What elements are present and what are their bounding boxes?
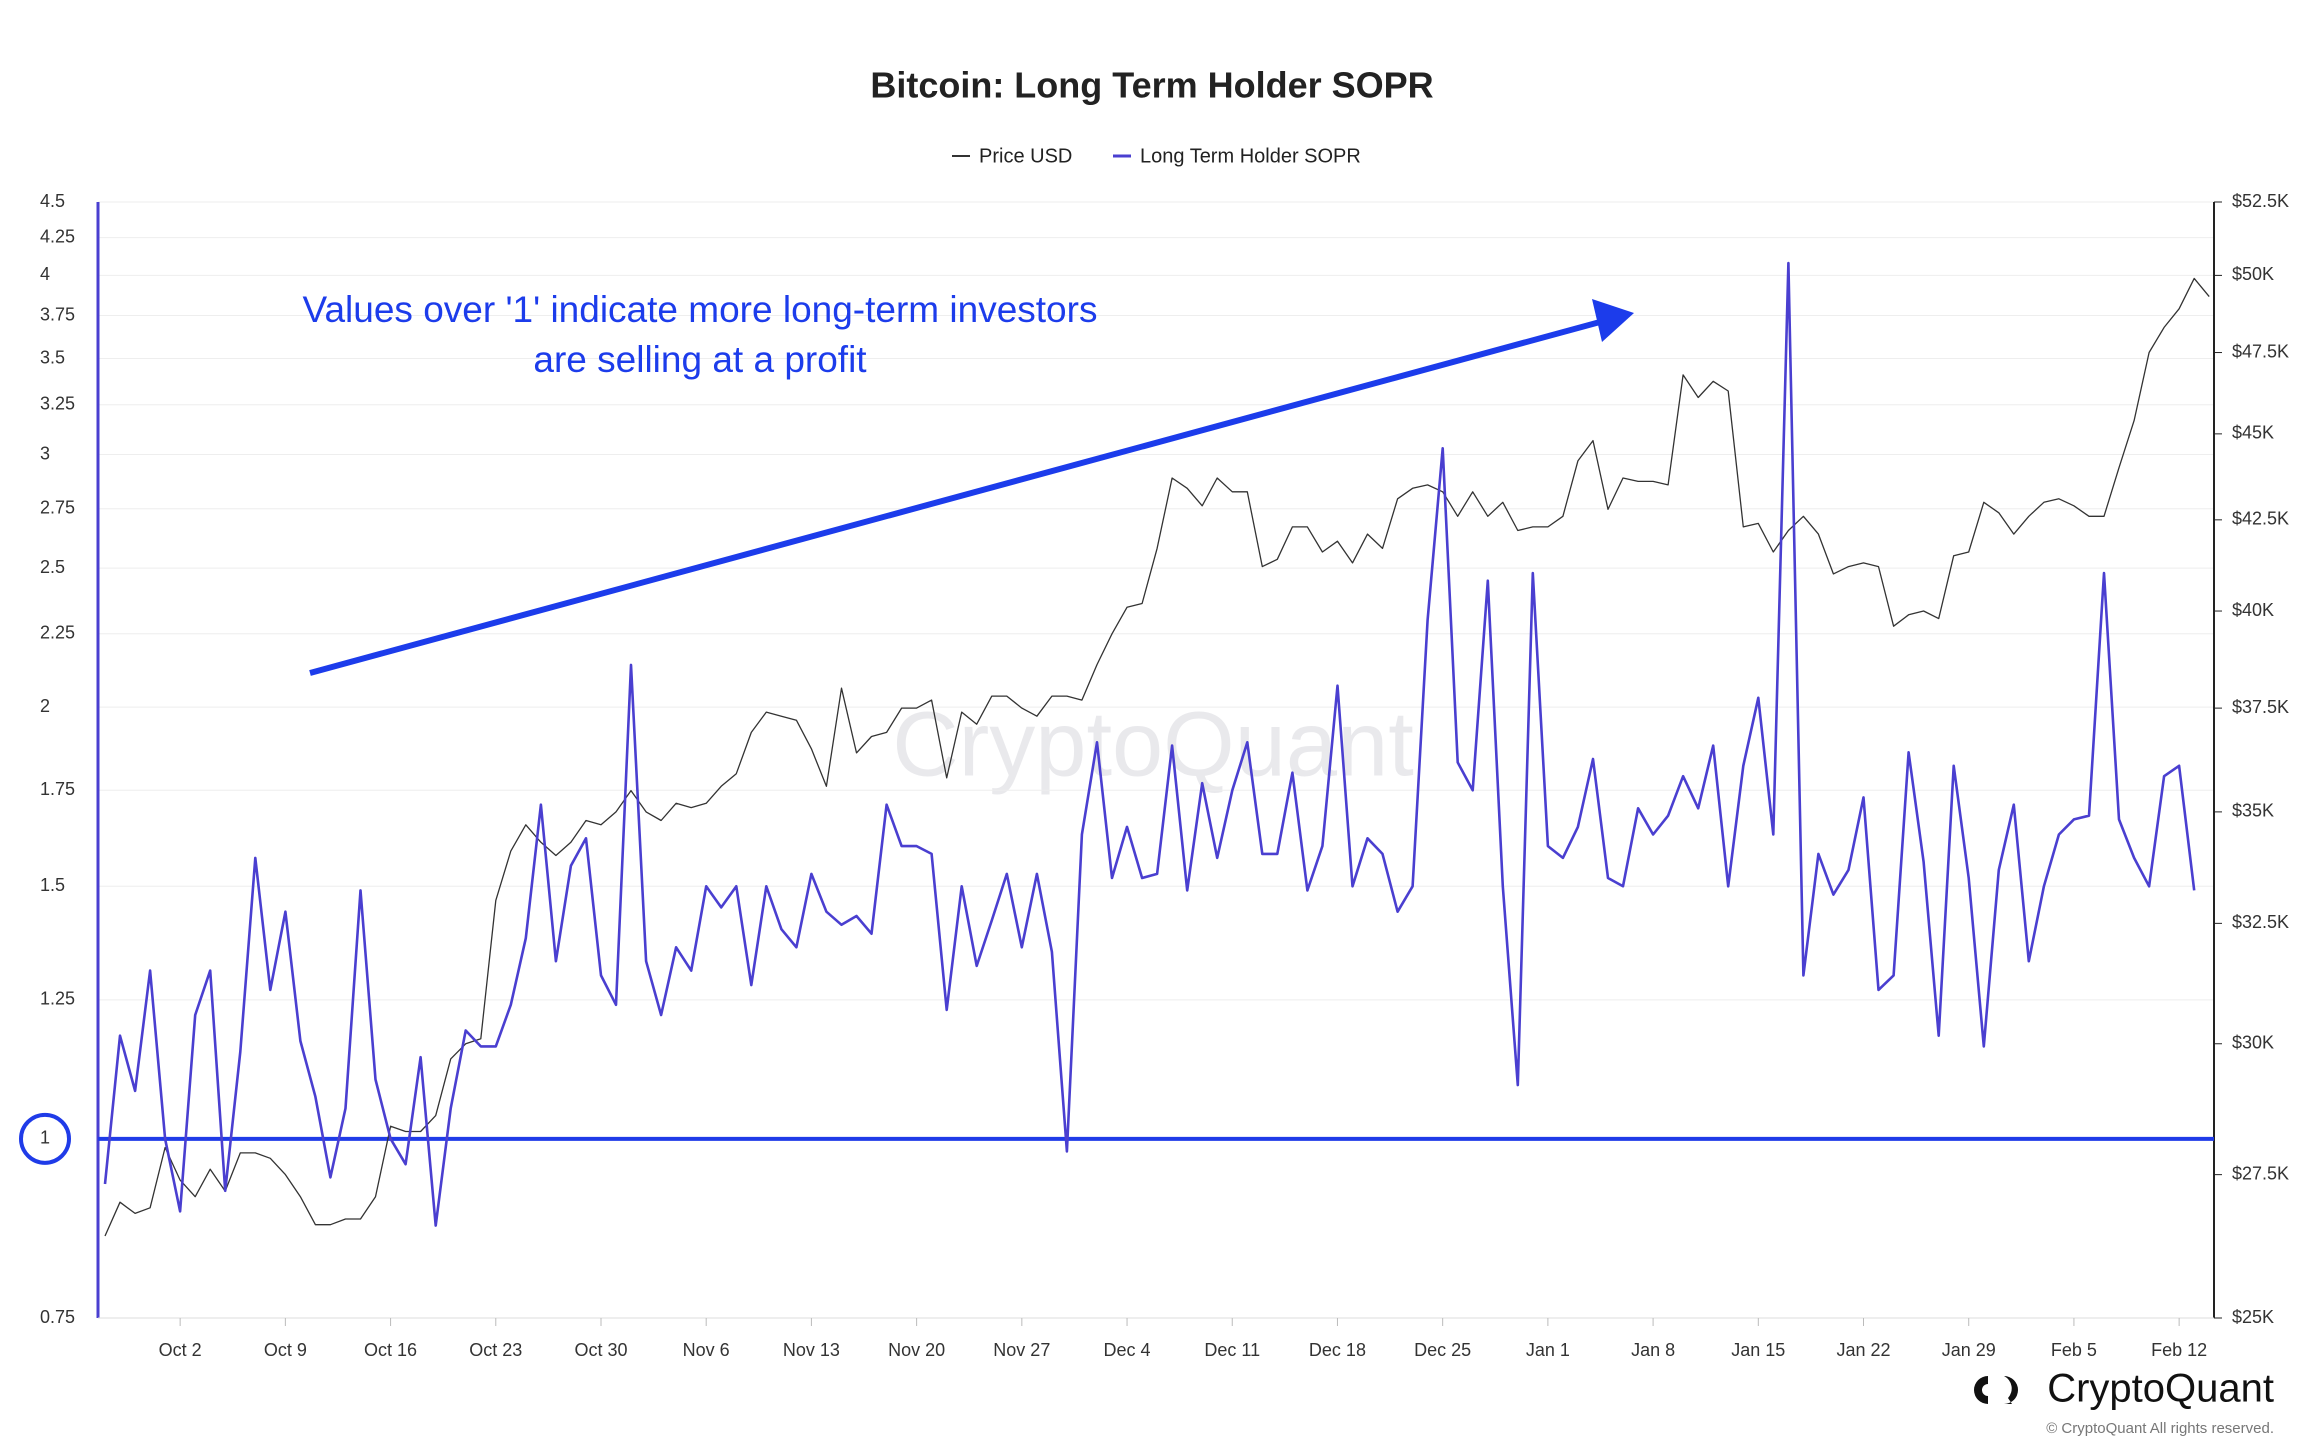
y-tick-label: 2.5 <box>40 557 65 577</box>
x-tick-label: Dec 11 <box>1204 1340 1260 1360</box>
series-line <box>103 261 2196 1227</box>
y2-tick-label: $25K <box>2232 1307 2274 1327</box>
x-tick-label: Dec 4 <box>1104 1340 1151 1360</box>
x-tick-label: Oct 23 <box>469 1340 522 1360</box>
y2-tick-label: $45K <box>2232 423 2274 443</box>
x-tick-label: Jan 8 <box>1631 1340 1675 1360</box>
y2-tick-label: $35K <box>2232 801 2274 821</box>
y-tick-label: 3 <box>40 443 50 463</box>
y2-tick-label: $50K <box>2232 264 2274 284</box>
brand: CryptoQuant <box>2047 1367 2274 1411</box>
legend-label: Price USD <box>979 145 1072 167</box>
y-tick-label: 1.25 <box>40 989 75 1009</box>
y-tick-label: 2.25 <box>40 622 75 642</box>
y-tick-label: 1.5 <box>40 875 65 895</box>
copyright: © CryptoQuant All rights reserved. <box>2046 1420 2274 1437</box>
x-tick-label: Jan 22 <box>1836 1340 1890 1360</box>
y-tick-label: 3.5 <box>40 347 65 367</box>
y-tick-label: 1.75 <box>40 779 75 799</box>
y-tick-label: 4.5 <box>40 191 65 211</box>
watermark: CryptoQuant <box>892 693 1414 795</box>
annotation: Values over '1' indicate more long-term … <box>303 289 1098 330</box>
y-tick-label: 3.75 <box>40 304 75 324</box>
x-tick-label: Nov 6 <box>683 1340 730 1360</box>
y-tick-label: 2.75 <box>40 497 75 517</box>
logo <box>1974 1376 2018 1404</box>
x-tick-label: Jan 29 <box>1942 1340 1996 1360</box>
x-tick-label: Feb 5 <box>2051 1340 2097 1360</box>
y2-tick-label: $32.5K <box>2232 912 2289 932</box>
y2-tick-label: $27.5K <box>2232 1163 2289 1183</box>
y2-tick-label: $52.5K <box>2232 191 2289 211</box>
x-tick-label: Dec 18 <box>1309 1340 1366 1360</box>
chart-title: Bitcoin: Long Term Holder SOPR <box>870 65 1433 106</box>
y-tick-label: 4.25 <box>40 226 75 246</box>
x-tick-label: Oct 2 <box>159 1340 202 1360</box>
x-tick-label: Feb 12 <box>2151 1340 2207 1360</box>
logo-icon <box>1974 1376 1988 1404</box>
x-tick-label: Nov 13 <box>783 1340 840 1360</box>
y2-tick-label: $30K <box>2232 1033 2274 1053</box>
x-tick-label: Jan 1 <box>1526 1340 1570 1360</box>
series-line <box>104 277 2210 1237</box>
y2-tick-label: $47.5K <box>2232 341 2289 361</box>
annotation: are selling at a profit <box>533 339 867 380</box>
x-tick-label: Oct 9 <box>264 1340 307 1360</box>
x-tick-label: Dec 25 <box>1414 1340 1471 1360</box>
y2-tick-label: $42.5K <box>2232 509 2289 529</box>
x-tick-label: Oct 16 <box>364 1340 417 1360</box>
x-tick-label: Nov 27 <box>993 1340 1050 1360</box>
annotation-arrow <box>309 319 1601 676</box>
logo-icon <box>2004 1376 2018 1404</box>
y2-tick-label: $40K <box>2232 600 2274 620</box>
x-tick-label: Oct 30 <box>574 1340 627 1360</box>
y-tick-label: 0.75 <box>40 1307 75 1327</box>
y2-tick-label: $37.5K <box>2232 697 2289 717</box>
tick-highlight <box>19 1112 71 1165</box>
y-tick-label: 2 <box>40 696 50 716</box>
y-tick-label: 3.25 <box>40 393 75 413</box>
legend-label: Long Term Holder SOPR <box>1140 145 1361 167</box>
x-tick-label: Nov 20 <box>888 1340 945 1360</box>
x-tick-label: Jan 15 <box>1731 1340 1785 1360</box>
y-tick-label: 4 <box>40 264 50 284</box>
annotation-arrowhead <box>1592 299 1634 342</box>
y-tick-label: 1 <box>40 1128 50 1148</box>
